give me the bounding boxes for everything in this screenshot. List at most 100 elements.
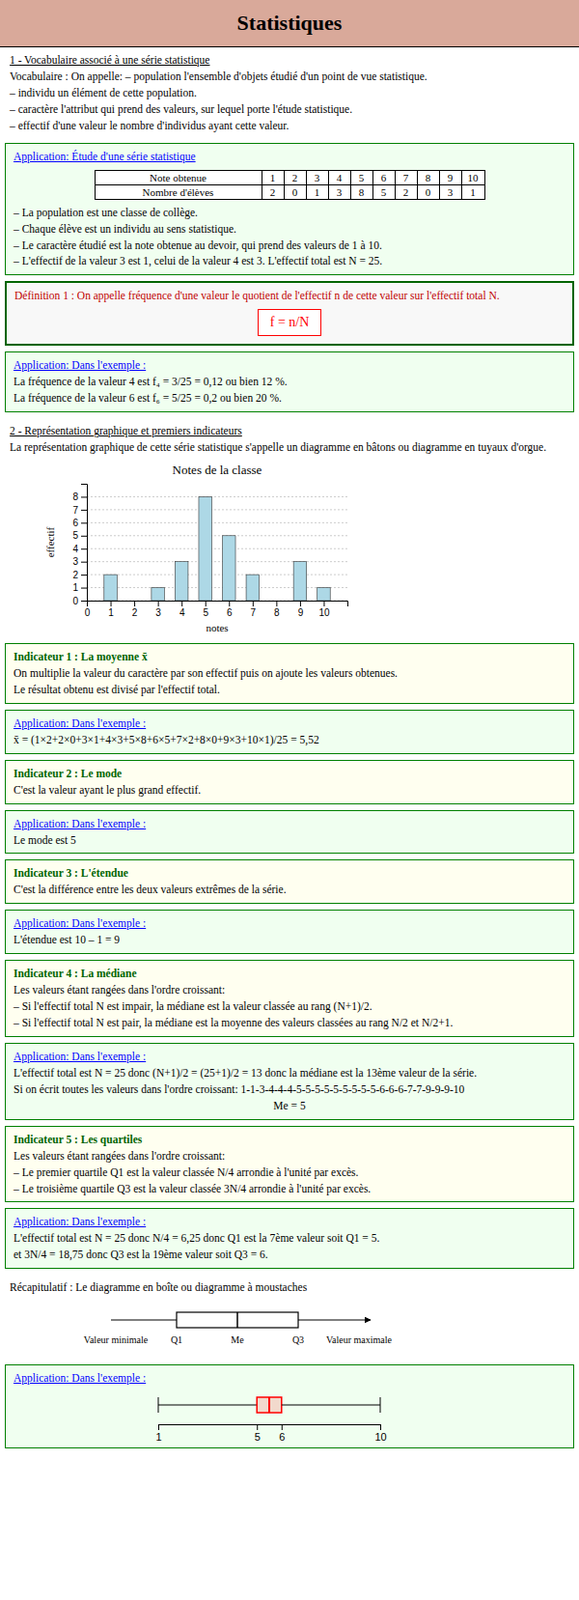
panel: Indicateur 2 : Le modeC'est la valeur ay… [4,759,575,804]
x-axis-tick-mark [205,600,207,607]
schematic-label: Valeur minimale [83,1333,149,1345]
schematic-label: Me [230,1333,245,1345]
table-cell: 8 [350,184,373,199]
panel: Indicateur 5 : Les quartilesLes valeurs … [4,1125,575,1203]
text-line: et 3N/4 = 18,75 donc Q3 est la 19ème val… [13,1246,566,1262]
x-axis-tick-label: 2 [132,606,138,618]
panel: Indicateur 4 : La médianeLes valeurs éta… [4,959,575,1037]
y-axis-tick-mark [81,548,87,550]
panel: Définition 1 : On appelle fréquence d'un… [4,280,575,346]
x-axis-tick: 1 [108,600,114,618]
x-axis-tick-mark [158,1423,160,1430]
table-cell: 2 [283,169,306,185]
text-line: – Le premier quartile Q1 est la valeur c… [13,1164,566,1180]
grid-line [86,496,348,497]
y-axis-tick-label: 6 [72,517,79,528]
grid-line [86,574,348,576]
x-axis-tick-label: 8 [274,606,280,618]
text-line: Les valeurs étant rangées dans l'ordre c… [13,1148,566,1163]
table-cell: 5 [372,184,395,199]
x-axis-tick-label: 3 [155,606,162,618]
y-axis-tick-label: 4 [72,543,79,554]
x-axis-tick-label: 6 [278,1430,285,1442]
text-line: 2 - Représentation graphique et premiers… [9,423,570,439]
whisker [281,1404,381,1406]
table-cell: 1 [461,184,485,199]
x-axis-tick-label: 9 [298,606,304,618]
text-line: Application: Dans l'exemple : [13,716,566,731]
grid-line [86,508,348,510]
y-axis-tick: 7 [72,504,87,516]
panel: Application: Étude d'une série statistiq… [4,142,575,276]
table-label: Note obtenue [94,169,262,185]
table-cell: 3 [305,169,329,185]
text-line: La fréquence de la valeur 4 est f₄ = 3/2… [13,374,566,389]
text-line: – L'effectif de la valeur 3 est 1, celui… [13,253,566,269]
bar [317,587,331,601]
text-line: Le résultat obtenu est divisé par l'effe… [13,682,566,697]
x-axis-tick: 4 [179,600,186,618]
bar [174,561,189,601]
schematic-label: Valeur maximale [326,1333,393,1345]
text-line: Indicateur 1 : La moyenne x̄ [13,649,566,664]
x-axis-tick-label: 1 [155,1430,162,1442]
x-axis-domain [87,601,349,607]
text-line: – effectif d'une valeur le nombre d'indi… [9,118,570,134]
x-axis-tick: 6 [226,600,233,618]
schematic-box [176,1311,299,1327]
formula-box: f = n/N [14,308,565,336]
table-cell: 0 [416,184,440,199]
bar [198,496,213,601]
x-axis-tick-mark [228,600,230,607]
grid-line [86,522,348,524]
text-line: 1 - Vocabulaire associé à une série stat… [9,53,570,68]
table-cell: 8 [416,169,440,185]
x-axis-tick-mark [300,600,302,607]
text-line: Définition 1 : On appelle fréquence d'un… [14,288,565,304]
grid-line [86,534,348,536]
grid-line [86,548,348,550]
text-line: Application: Dans l'exemple : [13,1048,566,1064]
whisker-cap [158,1396,160,1412]
text-line: Récapitulatif : Le diagramme en boîte ou… [9,1279,570,1295]
table-cell: 9 [439,169,462,185]
grid-line [86,560,348,562]
chart-title: Notes de la classe [172,462,263,477]
text-line: La fréquence de la valeur 6 est f₆ = 5/2… [13,390,566,406]
section: 1 - Vocabulaire associé à une série stat… [0,47,579,138]
y-axis-tick-label: 2 [72,569,79,580]
y-axis-tick: 2 [72,569,87,580]
y-axis-tick-mark [81,600,87,602]
x-axis-tick: 1 [155,1423,162,1442]
bar [151,587,166,601]
table-cell: 2 [394,184,417,199]
y-axis-tick-mark [81,561,87,563]
x-axis-tick: 9 [298,600,304,618]
x-axis-tick-label: 10 [374,1430,386,1442]
panel: Application: Dans l'exemple :L'effectif … [4,1042,575,1120]
panel: Application: Dans l'exemple :La fréquenc… [4,351,575,413]
plot-area [158,1396,381,1412]
table-cell: 0 [283,184,306,199]
text-line: Si on écrit toutes les valeurs dans l'or… [13,1081,566,1097]
x-axis-tick: 0 [84,600,91,618]
text-line: – Chaque élève est un individu au sens s… [13,221,566,237]
table-row: Note obtenue12345678910 [94,169,485,185]
text-line: L'effectif total est N = 25 donc (N+1)/2… [13,1065,566,1080]
text-line: Application: Étude d'une série statistiq… [13,149,566,165]
y-axis-tick-mark [81,509,87,511]
text-line: L'étendue est 10 – 1 = 9 [13,932,566,947]
data-table: Note obtenue12345678910Nombre d'élèves20… [94,169,486,200]
text-line: Me = 5 [13,1098,566,1113]
plot-area [104,496,331,601]
text-line: C'est la différence entre les deux valeu… [13,882,566,897]
x-axis-tick: 5 [254,1423,261,1442]
text-line: Application: Dans l'exemple : [13,358,566,373]
y-axis-tick: 3 [72,555,87,567]
x-axis-tick-label: 10 [318,606,331,618]
y-axis-tick: 4 [72,543,87,554]
text-line: Indicateur 4 : La médiane [13,965,566,981]
x-axis-domain [159,1424,382,1431]
text-line: – individu un élément de cette populatio… [9,85,570,101]
bar [246,574,260,601]
